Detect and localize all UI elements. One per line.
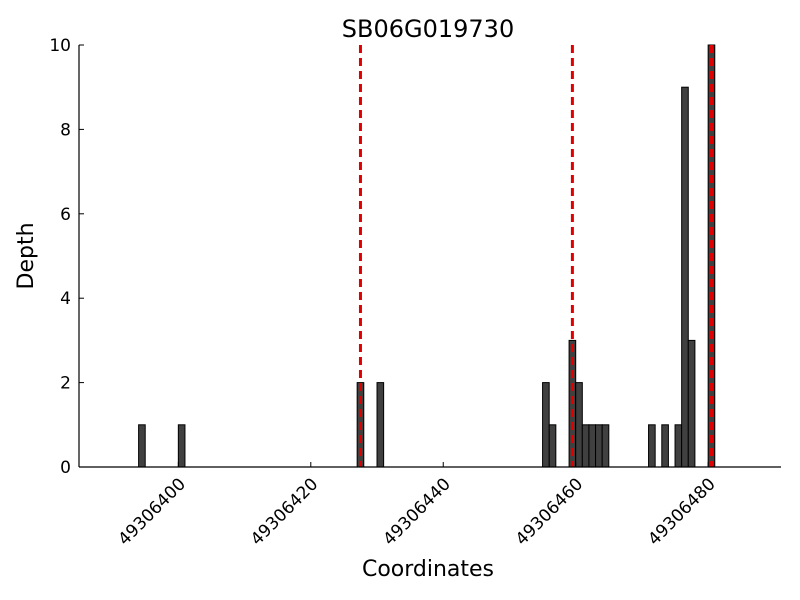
bar bbox=[661, 424, 669, 468]
bar bbox=[138, 424, 146, 468]
x-tick-label: 49306460 bbox=[512, 474, 587, 549]
bar bbox=[687, 339, 696, 468]
bar bbox=[601, 424, 610, 468]
bars-layer bbox=[138, 44, 716, 468]
y-tick-label: 8 bbox=[60, 120, 71, 140]
x-tick-label: 49306400 bbox=[115, 474, 190, 549]
bar bbox=[177, 424, 186, 468]
bar bbox=[581, 424, 590, 468]
x-tick-label: 49306440 bbox=[379, 474, 454, 549]
x-axis-label: Coordinates bbox=[362, 557, 494, 582]
bar bbox=[674, 424, 683, 468]
x-tick-label: 49306480 bbox=[644, 474, 719, 549]
y-tick-label: 6 bbox=[60, 205, 71, 225]
y-tick-label: 2 bbox=[60, 374, 71, 394]
axes-layer: 0 2 4 6 8 10 49306400 49306420 49306440 49306460 4… bbox=[49, 36, 781, 550]
chart-title: SB06G019730 bbox=[342, 15, 514, 43]
bar bbox=[542, 382, 550, 468]
bar bbox=[548, 424, 557, 468]
bar bbox=[595, 424, 603, 468]
y-axis-label: Depth bbox=[14, 222, 39, 289]
bar bbox=[588, 424, 597, 468]
markers-layer bbox=[358, 45, 713, 467]
bar bbox=[376, 382, 385, 468]
y-tick-label: 4 bbox=[60, 289, 71, 309]
bar bbox=[681, 86, 689, 468]
x-tick-label: 49306420 bbox=[247, 474, 322, 549]
y-tick-label: 0 bbox=[60, 458, 71, 478]
y-tick-label: 10 bbox=[49, 36, 71, 56]
bar bbox=[575, 382, 583, 468]
bar bbox=[648, 424, 656, 468]
